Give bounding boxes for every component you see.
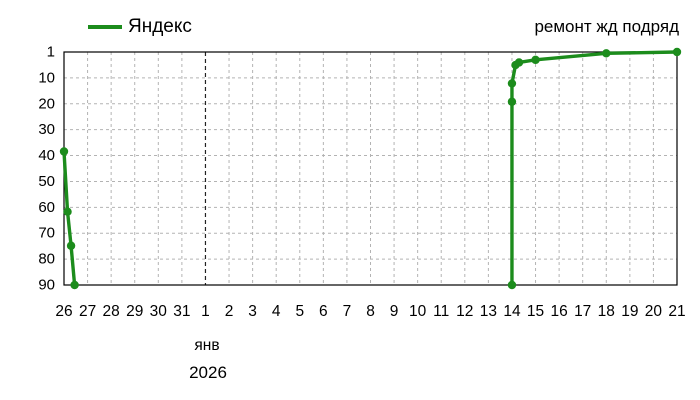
svg-text:21: 21 [668,303,685,320]
svg-text:1: 1 [201,303,210,320]
svg-text:17: 17 [574,303,591,320]
svg-text:80: 80 [38,251,55,268]
svg-text:30: 30 [38,121,55,138]
svg-text:2: 2 [225,303,234,320]
svg-text:6: 6 [319,303,328,320]
svg-text:18: 18 [598,303,615,320]
svg-text:40: 40 [38,147,55,164]
svg-text:20: 20 [38,95,55,112]
svg-text:30: 30 [150,303,168,320]
svg-text:Яндекс: Яндекс [128,16,192,37]
svg-text:ремонт жд подряд: ремонт жд подряд [534,17,679,36]
svg-text:70: 70 [38,225,55,242]
svg-text:90: 90 [38,277,55,294]
svg-text:29: 29 [126,303,143,320]
svg-text:9: 9 [390,303,399,320]
svg-text:60: 60 [38,199,55,216]
svg-text:11: 11 [433,303,449,320]
svg-text:1: 1 [47,44,55,61]
svg-text:31: 31 [173,303,190,320]
svg-text:янв: янв [194,337,219,354]
svg-text:19: 19 [621,303,638,320]
svg-text:10: 10 [409,303,427,320]
svg-text:5: 5 [295,303,304,320]
svg-text:14: 14 [503,303,521,320]
svg-text:2026: 2026 [189,363,227,382]
svg-text:27: 27 [79,303,96,320]
svg-text:7: 7 [343,303,352,320]
svg-text:16: 16 [550,303,567,320]
svg-text:15: 15 [527,303,544,320]
svg-text:28: 28 [103,303,120,320]
svg-text:13: 13 [480,303,497,320]
svg-text:20: 20 [645,303,663,320]
svg-text:26: 26 [55,303,72,320]
svg-text:3: 3 [248,303,257,320]
svg-text:12: 12 [456,303,473,320]
svg-text:10: 10 [38,69,55,86]
svg-text:8: 8 [366,303,375,320]
svg-text:50: 50 [38,173,55,190]
svg-text:4: 4 [272,303,281,320]
